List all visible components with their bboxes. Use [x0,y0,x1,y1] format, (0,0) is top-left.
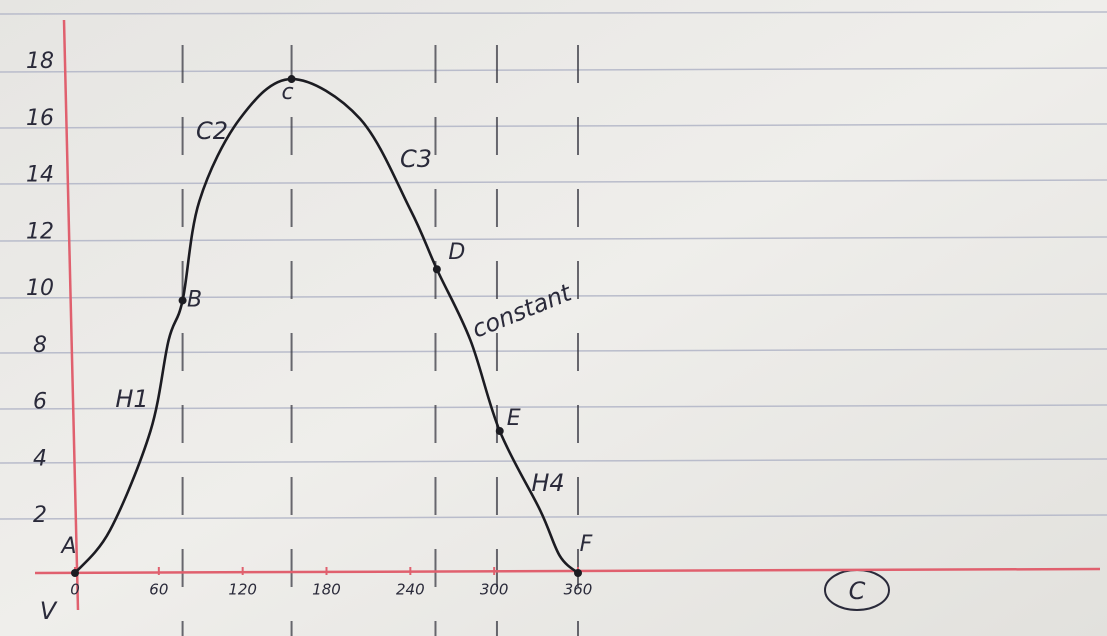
y-label: V [40,597,58,625]
chart: C V 24681012141618060120180240300360ABcD… [0,0,1107,636]
point-label: c [282,80,294,105]
x-tick-label: 120 [228,581,257,599]
point-label: F [580,532,593,557]
y-tick-label: 2 [33,503,47,528]
y-tick-label: 18 [26,49,54,74]
y-tick-label: 10 [26,276,54,301]
segment-label: C2 [196,117,228,145]
segment-label: C3 [400,145,432,173]
x-tick-label: 300 [480,581,509,599]
segment-label: H1 [115,385,148,413]
point [496,427,504,435]
point [71,569,79,577]
point [433,265,441,273]
x-tick-label: 0 [70,581,80,599]
x-tick-label: 180 [312,581,341,599]
y-tick-label: 12 [26,219,54,244]
point [574,569,582,577]
y-tick-label: 16 [26,106,54,131]
point-label: A [59,534,76,559]
point-label: B [187,287,202,312]
segment-label: H4 [531,469,564,497]
x-tick-label: 60 [149,581,168,599]
point [179,296,187,304]
x-tick-label: 360 [564,581,593,599]
x-tick-label: 240 [396,581,425,599]
y-tick-label: 8 [33,333,47,358]
y-tick-label: 6 [33,390,47,415]
point-label: D [448,240,465,265]
point-label: E [507,406,521,431]
y-tick-label: 14 [26,163,54,188]
corner-mark: C [849,577,866,605]
y-tick-label: 4 [33,446,47,471]
